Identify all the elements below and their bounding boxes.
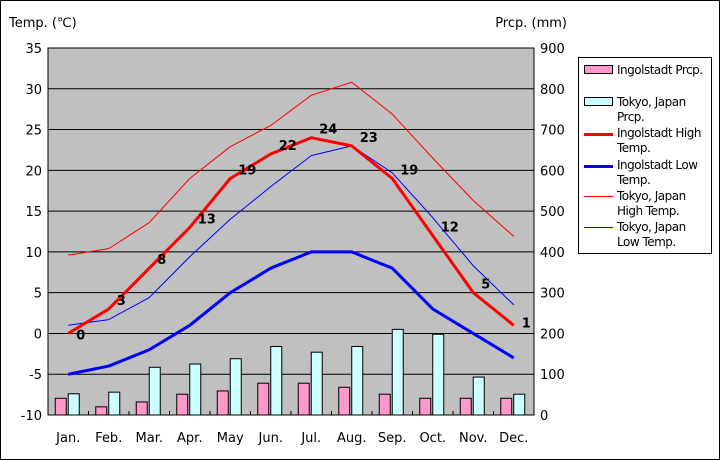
- bar-ingolstadt-prcp-: [297, 382, 310, 416]
- legend-swatch: [584, 133, 613, 136]
- x-tick-label: Nov.: [459, 431, 488, 446]
- line-tokyo-japan-high-temp-: [68, 81, 515, 256]
- data-label: 5: [481, 278, 490, 293]
- legend-label: Tokyo, Japan Low Temp.: [617, 220, 686, 249]
- y-tick-right: 300: [540, 287, 565, 302]
- x-tick-label: Aug.: [337, 431, 367, 446]
- y-tick-left: -10: [21, 409, 42, 424]
- bar-tokyo-japan-prcp-: [351, 345, 364, 416]
- y-tick-right: 900: [540, 42, 565, 57]
- legend-label: Ingolstadt Prcp.: [617, 63, 703, 77]
- bar-tokyo-japan-prcp-: [310, 351, 323, 416]
- bar-ingolstadt-prcp-: [459, 397, 472, 416]
- legend-swatch: [584, 65, 613, 74]
- data-label: 12: [441, 221, 459, 236]
- bar-ingolstadt-prcp-: [135, 401, 148, 416]
- bar-tokyo-japan-prcp-: [189, 363, 202, 416]
- bar-ingolstadt-prcp-: [176, 393, 189, 416]
- legend-label: Ingolstadt Low Temp.: [617, 158, 698, 187]
- data-label: 24: [319, 123, 337, 138]
- bar-tokyo-japan-prcp-: [513, 393, 526, 416]
- x-tick-label: Jun.: [258, 431, 283, 446]
- line-tokyo-japan-low-temp-: [68, 145, 515, 326]
- line-ingolstadt-low-temp-: [67, 250, 515, 376]
- bar-tokyo-japan-prcp-: [67, 393, 80, 416]
- legend-swatch: [584, 165, 613, 168]
- bar-tokyo-japan-prcp-: [432, 333, 445, 416]
- y-tick-right: 100: [540, 368, 565, 383]
- x-tick-label: Jan.: [55, 431, 80, 446]
- y-tick-right: 500: [540, 205, 565, 220]
- x-tick-label: Dec.: [499, 431, 528, 446]
- bar-tokyo-japan-prcp-: [472, 376, 485, 416]
- bar-ingolstadt-prcp-: [257, 382, 270, 416]
- bar-ingolstadt-prcp-: [419, 397, 432, 416]
- y-tick-left: 25: [25, 124, 42, 139]
- y-tick-right: 200: [540, 327, 565, 342]
- legend-swatch: [584, 227, 613, 228]
- bar-tokyo-japan-prcp-: [229, 358, 242, 416]
- legend-swatch: [584, 196, 613, 197]
- y-tick-left: -5: [29, 368, 42, 383]
- data-label: 1: [522, 316, 531, 331]
- y-tick-right: 400: [540, 246, 565, 261]
- data-label: 13: [198, 212, 216, 227]
- bar-ingolstadt-prcp-: [54, 397, 67, 416]
- data-label: 23: [360, 131, 378, 146]
- y-tick-right: 600: [540, 164, 565, 179]
- y-tick-left: 5: [34, 287, 42, 302]
- bar-ingolstadt-prcp-: [216, 390, 229, 416]
- data-label: 19: [238, 163, 256, 178]
- y-tick-left: 10: [25, 246, 42, 261]
- legend: Ingolstadt Prcp. Tokyo, Japan Prcp. Ingolst…: [578, 57, 712, 254]
- bar-tokyo-japan-prcp-: [148, 366, 161, 416]
- y-tick-left: 0: [34, 327, 42, 342]
- y-tick-left: 15: [25, 205, 42, 220]
- data-label: 3: [117, 294, 126, 309]
- plot-area: [47, 47, 535, 416]
- x-tick-label: Sep.: [378, 431, 407, 446]
- x-tick-label: Apr.: [177, 431, 202, 446]
- data-label: 22: [279, 139, 297, 154]
- y-tick-left: 35: [25, 42, 42, 57]
- x-tick-label: May: [217, 431, 244, 446]
- bar-tokyo-japan-prcp-: [391, 328, 404, 416]
- x-tick-label: Feb.: [95, 431, 122, 446]
- y-tick-right: 700: [540, 124, 565, 139]
- x-tick-label: Mar.: [136, 431, 163, 446]
- y-tick-left: 20: [25, 164, 42, 179]
- y-tick-left: 30: [25, 83, 42, 98]
- data-label: 8: [157, 253, 166, 268]
- bar-ingolstadt-prcp-: [338, 386, 351, 416]
- legend-label: Tokyo, Japan Prcp.: [617, 95, 686, 124]
- bar-tokyo-japan-prcp-: [270, 345, 283, 416]
- bar-ingolstadt-prcp-: [500, 397, 513, 416]
- line-ingolstadt-high-temp-: [67, 136, 515, 335]
- y-axis-label-left: Temp. (℃): [8, 16, 77, 31]
- x-tick-label: Oct.: [419, 431, 446, 446]
- legend-swatch: [584, 97, 613, 106]
- legend-label: Tokyo, Japan High Temp.: [617, 189, 686, 218]
- data-label: 19: [400, 163, 418, 178]
- y-tick-right: 800: [540, 83, 565, 98]
- bar-tokyo-japan-prcp-: [108, 391, 121, 416]
- bar-ingolstadt-prcp-: [95, 406, 108, 416]
- data-label: 0: [76, 328, 85, 343]
- y-tick-right: 0: [540, 409, 548, 424]
- x-tick-label: Jul.: [300, 431, 321, 446]
- y-axis-label-right: Prcp. (mm): [495, 16, 567, 31]
- bar-ingolstadt-prcp-: [378, 393, 391, 416]
- legend-label: Ingolstadt High Temp.: [617, 126, 701, 155]
